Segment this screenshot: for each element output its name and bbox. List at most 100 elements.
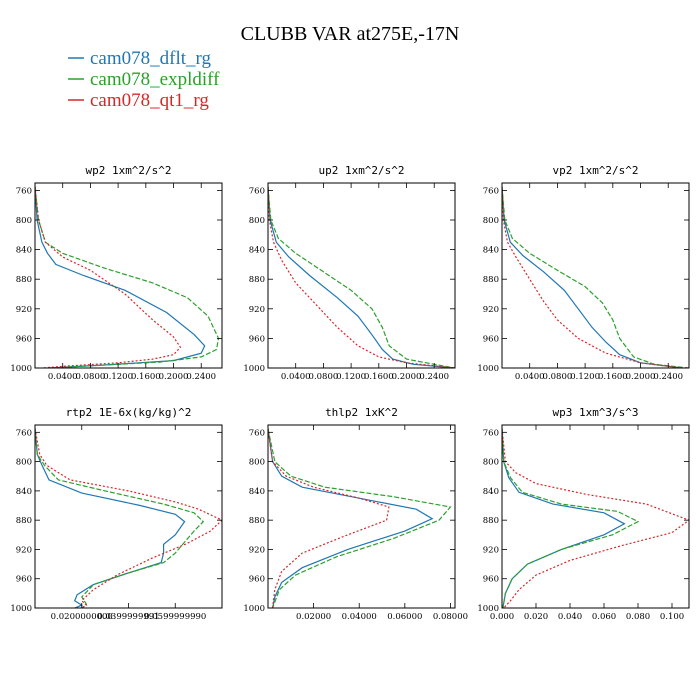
panel-1-ytick-label-3: 840 (16, 246, 32, 256)
panel-5-ytick-label-3: 840 (249, 487, 265, 497)
panel-4-ytick-label-4: 880 (16, 516, 32, 526)
panel-5-ytick-label-2: 800 (249, 458, 265, 468)
panel-5-ytick-label-4: 880 (249, 516, 265, 526)
panel-4-series-3-line (35, 428, 222, 608)
panel-1-series-1-line (35, 186, 206, 368)
panel-4-series-2-line (35, 428, 205, 608)
panel-6-ytick-label-2: 800 (483, 458, 499, 468)
panel-2-ytick-label-4: 880 (249, 275, 265, 285)
panel-2-series-3-line (268, 186, 455, 368)
panel-5-series-1-line (268, 428, 434, 608)
panel-4-xtick-label-3: 0.0599999990 (144, 612, 206, 622)
panel-4-ytick-label-3: 840 (16, 487, 32, 497)
panel-2-xtick-label-3: 0.1200 (336, 372, 366, 382)
panel-6-xtick-label-2: 0.020 (524, 612, 548, 622)
panel-3-xtick-label-6: 0.2400 (653, 372, 683, 382)
panel-6-ytick-label-7: 1000 (477, 604, 499, 614)
legend-label-2: cam078_expldiff (90, 69, 220, 90)
panel-1-ytick-label-1: 760 (16, 186, 32, 196)
panel-6-title: wp3 1xm^3/s^3 (552, 406, 638, 419)
panel-3-ytick-label-6: 960 (483, 334, 499, 344)
panel-6-ytick-label-6: 960 (483, 575, 499, 585)
panel-1-ytick-label-7: 1000 (10, 364, 32, 374)
figure-title: CLUBB VAR at275E,-17N (241, 23, 460, 45)
panel-2-ytick-label-1: 760 (249, 186, 265, 196)
panel-5-xtick-label-3: 0.06000 (387, 612, 422, 622)
panel-3-ytick-label-2: 800 (483, 216, 499, 226)
panel-3-xtick-label-2: 0.0800 (543, 372, 573, 382)
panel-5-series-2-line (268, 428, 452, 608)
panel-6-xtick-label-3: 0.040 (558, 612, 582, 622)
panel-1-xtick-label-3: 0.1200 (103, 372, 133, 382)
panel-6-xtick-label-6: 0.100 (660, 612, 684, 622)
panel-3-series-2-line (502, 186, 689, 368)
panel-6-ytick-label-5: 920 (483, 545, 499, 555)
panel-2-series-2-line (268, 186, 455, 368)
panel-5-title: thlp2 1xK^2 (325, 406, 398, 419)
panel-1-xtick-label-5: 0.2000 (159, 372, 189, 382)
legend-entry-2: cam078_expldiff (68, 69, 220, 90)
legend: cam078_dflt_rg cam078_expldiff cam078_qt… (68, 48, 220, 111)
panel-1-frame (34, 182, 223, 369)
panel-3-ytick-label-4: 880 (483, 275, 499, 285)
panel-5-ytick-label-7: 1000 (243, 604, 265, 614)
panel-2-ytick-label-6: 960 (249, 334, 265, 344)
panel-4-xtick-label-1: 0.0200000000 (51, 612, 113, 622)
panel-4-ytick-label-5: 920 (16, 545, 32, 555)
panel-1-series-3-line (35, 186, 182, 368)
panel-3-series-1-line (502, 186, 683, 368)
panel-3-ytick-label-1: 760 (483, 186, 499, 196)
legend-entry-3: cam078_qt1_rg (68, 90, 209, 111)
panel-1-title: wp2 1xm^2/s^2 (85, 164, 171, 177)
panel-4-xtick-label-2: 0.0399999991 (97, 612, 159, 622)
panel-1-ytick-label-6: 960 (16, 334, 32, 344)
panel-2-xtick-label-2: 0.0800 (309, 372, 339, 382)
panel-6-xtick-label-4: 0.060 (592, 612, 616, 622)
panel-6: wp3 1xm^3/s^3 760 800 840 880 920 960 10000.000… (477, 406, 690, 622)
panel-1: wp2 1xm^2/s^2 760 800 840 880 920 960 1000 0.040… (10, 164, 223, 382)
panel-5-ytick-label-6: 960 (249, 575, 265, 585)
panel-1-ytick-label-4: 880 (16, 275, 32, 285)
panel-3-series-3-line (502, 186, 683, 368)
panel-3-title: vp2 1xm^2/s^2 (552, 164, 638, 177)
panel-6-xtick-label-5: 0.080 (626, 612, 650, 622)
panel-2: up2 1xm^2/s^2 760 800 840 880 920 960 1000 0.040… (243, 164, 456, 382)
panel-3-xtick-label-5: 0.2000 (626, 372, 656, 382)
panel-6-ytick-label-3: 840 (483, 487, 499, 497)
panel-1-xtick-label-1: 0.0400 (48, 372, 78, 382)
panel-2-xtick-label-6: 0.2400 (419, 372, 449, 382)
legend-label-1: cam078_dflt_rg (90, 48, 212, 69)
panel-2-series-1-line (268, 186, 455, 368)
panel-4: rtp2 1E-6x(kg/kg)^2 760 800 840 880 920 960 100… (10, 406, 223, 622)
panel-3-ytick-label-7: 1000 (477, 364, 499, 374)
panel-3-xtick-label-4: 0.1600 (598, 372, 628, 382)
panel-5-xtick-label-2: 0.04000 (342, 612, 377, 622)
panel-5-ytick-label-5: 920 (249, 545, 265, 555)
panel-4-ytick-label-7: 1000 (10, 604, 32, 614)
panel-2-xtick-label-4: 0.1600 (364, 372, 394, 382)
panel-2-ytick-label-2: 800 (249, 216, 265, 226)
panel-5-xtick-label-1: 0.02000 (296, 612, 331, 622)
panel-2-ytick-label-3: 840 (249, 246, 265, 256)
panels: wp2 1xm^2/s^2 760 800 840 880 920 960 1000 0.040… (10, 164, 690, 622)
panel-4-series-1-line (35, 428, 186, 608)
panel-1-ytick-label-5: 920 (16, 305, 32, 315)
panel-1-xtick-label-2: 0.0800 (76, 372, 106, 382)
panel-2-ytick-label-7: 1000 (243, 364, 265, 374)
panel-4-ytick-label-6: 960 (16, 575, 32, 585)
panel-2-title: up2 1xm^2/s^2 (318, 164, 404, 177)
panel-5-series-3-line (268, 428, 390, 608)
panel-2-frame (267, 182, 456, 369)
panel-3-xtick-label-1: 0.0400 (515, 372, 545, 382)
panel-4-ytick-label-1: 760 (16, 428, 32, 438)
panel-3-xtick-label-3: 0.1200 (570, 372, 600, 382)
panel-3-ytick-label-3: 840 (483, 246, 499, 256)
panel-1-xtick-label-4: 0.1600 (131, 372, 161, 382)
legend-label-3: cam078_qt1_rg (90, 90, 209, 111)
panel-6-series-2-line (502, 428, 640, 608)
panel-3: vp2 1xm^2/s^2 760 800 840 880 920 960 1000 0.040… (477, 164, 690, 382)
panel-4-ytick-label-2: 800 (16, 458, 32, 468)
legend-entry-1: cam078_dflt_rg (68, 48, 212, 69)
